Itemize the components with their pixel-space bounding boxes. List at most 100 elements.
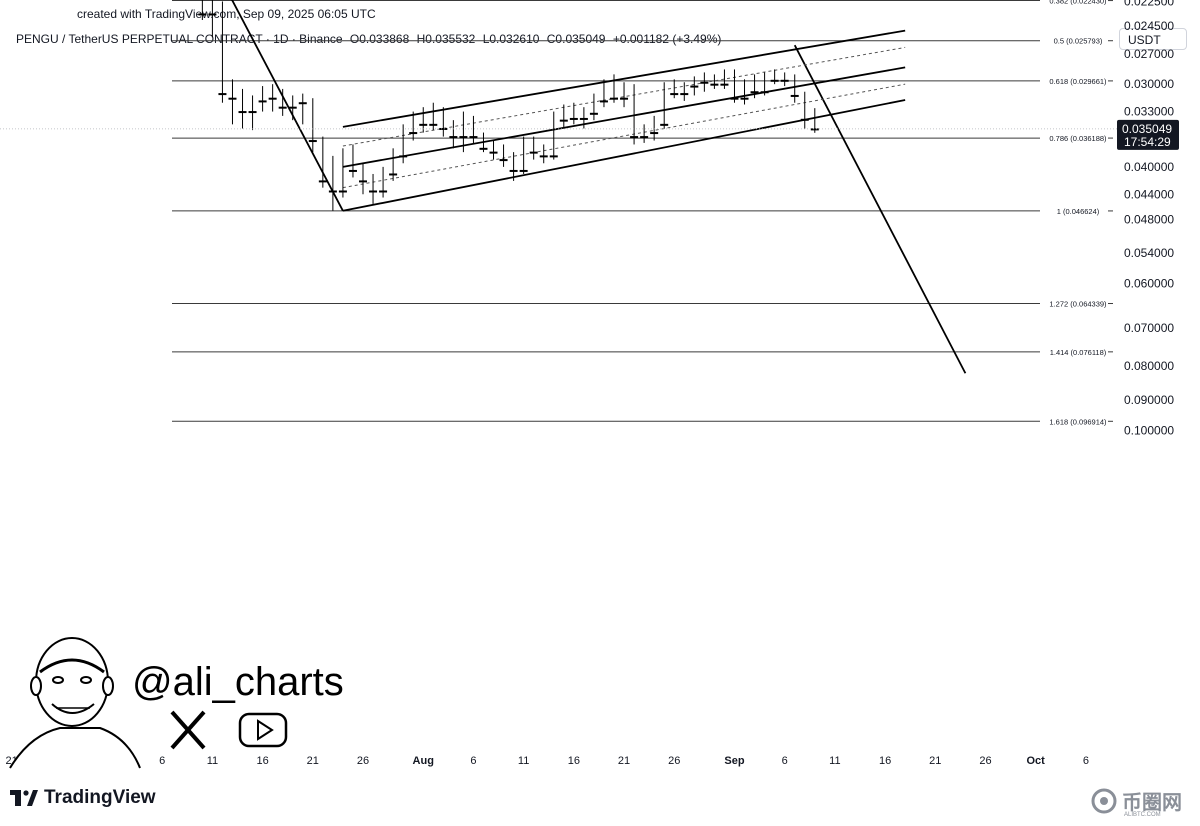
candle-up xyxy=(800,118,809,121)
candle-up xyxy=(610,97,618,100)
time-tick-label: 6 xyxy=(159,755,165,767)
time-tick-label: 11 xyxy=(518,755,529,767)
candle-up xyxy=(710,83,719,86)
fib-level-label: 0.618 (0.029661) xyxy=(1049,77,1107,86)
channel-midline xyxy=(342,83,906,189)
fib-level-label: 1.272 (0.064339) xyxy=(1049,300,1107,309)
bar-countdown: 17:54:29 xyxy=(1124,135,1171,149)
fib-level-label: 1.414 (0.076118) xyxy=(1050,348,1107,357)
candle-down xyxy=(288,106,297,109)
time-tick-label: 6 xyxy=(1083,755,1089,767)
candle-up xyxy=(509,169,518,172)
candle-up xyxy=(499,159,508,162)
time-tick-label: 21 xyxy=(929,755,941,767)
candle-down xyxy=(389,173,398,176)
tradingview-logo-icon xyxy=(10,790,38,806)
time-tick-label: Sep xyxy=(724,755,744,767)
ohlc-change: +0.001182 (+3.49%) xyxy=(612,32,722,46)
symbol-header: PENGU / TetherUS PERPETUAL CONTRACT · 1D… xyxy=(16,32,725,46)
time-tick-label: Aug xyxy=(413,755,434,767)
time-tick-label: 21 xyxy=(307,755,319,767)
play-icon[interactable] xyxy=(238,712,288,748)
candle-down xyxy=(640,136,649,139)
author-watermark: @ali_charts xyxy=(132,660,344,704)
time-tick-label: 16 xyxy=(568,755,580,767)
candle-down xyxy=(409,132,418,135)
candle-up xyxy=(308,140,317,143)
tradingview-brand[interactable]: TradingView xyxy=(10,787,156,809)
fib-level-label: 1.618 (0.096914) xyxy=(1049,417,1107,426)
fib-level-label: 1 (0.046624) xyxy=(1057,207,1100,216)
candle-down xyxy=(559,119,568,122)
trend-line xyxy=(342,66,906,168)
price-tick-label: 0.080000 xyxy=(1124,359,1174,373)
candle-down xyxy=(620,97,629,100)
candle-up xyxy=(439,127,448,130)
price-tick-label: 0.048000 xyxy=(1124,212,1174,226)
symbol-title[interactable]: PENGU / TetherUS PERPETUAL CONTRACT · 1D… xyxy=(16,32,343,46)
candle-down xyxy=(660,123,669,126)
time-tick-label: 21 xyxy=(618,755,630,767)
candle-up xyxy=(348,169,357,172)
candle-down xyxy=(720,83,729,86)
candle-up xyxy=(529,151,538,154)
candle-up xyxy=(770,79,779,82)
price-axis: 0.100000 0.090000 0.080000 0.070000 0.060000… xyxy=(1124,0,1174,437)
price-tick-label: 0.033000 xyxy=(1124,105,1174,119)
time-tick-label: 26 xyxy=(668,755,680,767)
candle-down xyxy=(760,91,769,94)
price-tick-label: 0.024500 xyxy=(1124,19,1174,33)
candle-down xyxy=(690,85,699,88)
candle-up xyxy=(810,128,819,131)
x-logo-icon[interactable] xyxy=(170,710,206,750)
candles xyxy=(198,0,819,211)
time-tick-label: Oct xyxy=(1027,755,1046,767)
candle-up xyxy=(278,106,287,109)
currency-unit-button[interactable]: USDT xyxy=(1119,28,1187,50)
candle-down xyxy=(208,13,217,16)
time-tick-label: 26 xyxy=(979,755,991,767)
candle-up xyxy=(569,117,578,120)
candle-up xyxy=(359,180,367,183)
chart-credit: created with TradingView.com, Sep 09, 20… xyxy=(77,7,376,21)
trend-line xyxy=(342,29,906,128)
ohlc-high: H0.035532 xyxy=(416,32,476,46)
corner-logo-icon xyxy=(1091,788,1117,813)
price-tick-label: 0.060000 xyxy=(1124,276,1174,290)
fib-levels: 1.618 (0.096914) 1.414 (0.076118) 1.272 (0… xyxy=(172,0,1113,426)
current-price-box xyxy=(1117,119,1179,150)
candle-down xyxy=(680,93,689,96)
trend-line xyxy=(793,44,967,374)
tradingview-wordmark: TradingView xyxy=(44,787,156,808)
price-tick-label: 0.070000 xyxy=(1124,321,1174,335)
price-tick-label: 0.044000 xyxy=(1124,187,1174,201)
candle-down xyxy=(650,132,659,135)
candle-down xyxy=(549,155,558,158)
candle-down xyxy=(700,81,709,84)
candle-down xyxy=(459,136,468,139)
price-tick-label: 0.030000 xyxy=(1124,77,1174,91)
candle-down xyxy=(248,111,257,114)
candle-up xyxy=(298,102,307,105)
time-tick-label: 6 xyxy=(782,755,788,767)
time-tick-label: 16 xyxy=(879,755,891,767)
price-tick-label: 0.100000 xyxy=(1124,423,1174,437)
fib-level-label: 0.786 (0.036188) xyxy=(1049,134,1107,143)
candle-up xyxy=(489,151,498,154)
fib-level-label: 0.382 (0.022430) xyxy=(1049,0,1107,6)
corner-brand-sub: ALIBTC.COM xyxy=(1124,812,1161,818)
corner-brand: 币圈网 ALIBTC.COM xyxy=(1090,786,1182,818)
fib-level-label: 0.5 (0.025793) xyxy=(1054,37,1103,46)
candle-up xyxy=(750,91,759,94)
candle-down xyxy=(399,155,408,158)
candle-down xyxy=(599,100,608,103)
candle-down xyxy=(429,123,438,126)
channel-midline xyxy=(342,46,906,147)
candle-up xyxy=(198,13,207,16)
avatar-icon xyxy=(9,637,141,769)
candle-up xyxy=(469,136,478,139)
candle-down xyxy=(338,190,347,193)
candle-up xyxy=(369,190,378,193)
candle-up xyxy=(670,93,679,96)
